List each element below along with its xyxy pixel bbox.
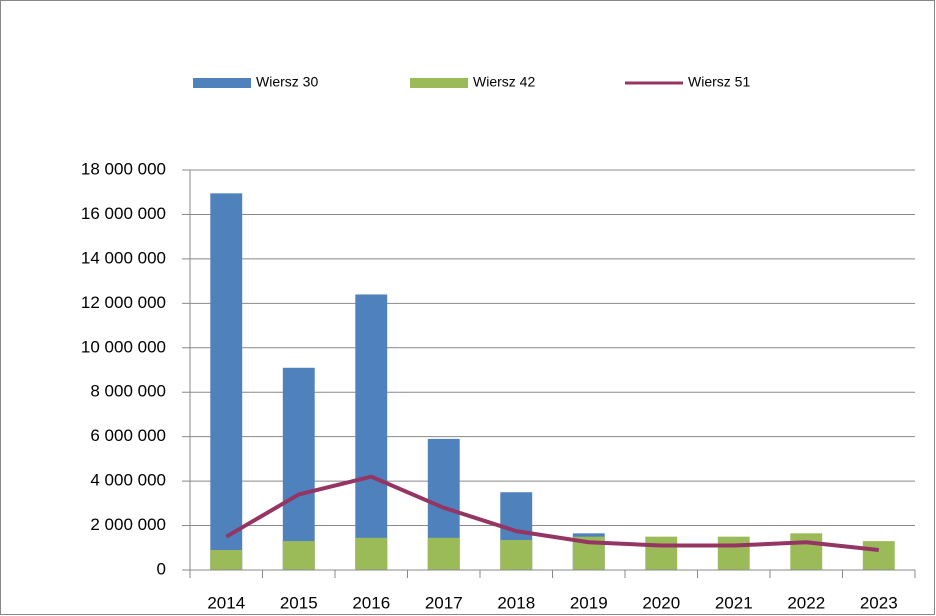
x-tick-label: 2014 xyxy=(207,593,245,612)
y-tick-label: 6 000 000 xyxy=(90,426,166,445)
y-tick-label: 2 000 000 xyxy=(90,515,166,534)
bar xyxy=(427,537,460,570)
y-tick-label: 10 000 000 xyxy=(81,337,166,356)
y-tick-label: 0 xyxy=(157,559,166,578)
legend-label: Wiersz 42 xyxy=(473,74,535,90)
x-tick-label: 2023 xyxy=(860,593,898,612)
y-tick-label: 12 000 000 xyxy=(81,293,166,312)
x-tick-label: 2019 xyxy=(570,593,608,612)
y-tick-label: 16 000 000 xyxy=(81,204,166,223)
legend-label: Wiersz 30 xyxy=(256,74,318,90)
x-tick-label: 2021 xyxy=(715,593,753,612)
x-tick-label: 2015 xyxy=(280,593,318,612)
bar xyxy=(717,536,750,570)
bar xyxy=(862,541,895,570)
y-tick-label: 4 000 000 xyxy=(90,471,166,490)
bar xyxy=(790,533,823,570)
bar xyxy=(210,550,243,570)
legend-label: Wiersz 51 xyxy=(688,74,750,90)
bar xyxy=(282,367,315,570)
x-tick-label: 2017 xyxy=(425,593,463,612)
legend-swatch xyxy=(193,78,251,88)
x-tick-label: 2018 xyxy=(497,593,535,612)
line xyxy=(225,474,879,552)
x-tick-label: 2016 xyxy=(352,593,390,612)
legend-swatch xyxy=(410,78,468,88)
y-tick-label: 18 000 000 xyxy=(81,159,166,178)
bar xyxy=(355,294,388,570)
bar xyxy=(500,540,533,570)
bar xyxy=(282,541,315,570)
x-tick-label: 2022 xyxy=(787,593,825,612)
bar xyxy=(355,537,388,570)
bar xyxy=(645,536,678,570)
y-tick-label: 14 000 000 xyxy=(81,248,166,267)
y-tick-label: 8 000 000 xyxy=(90,382,166,401)
x-tick-label: 2020 xyxy=(642,593,680,612)
bar xyxy=(210,193,243,571)
